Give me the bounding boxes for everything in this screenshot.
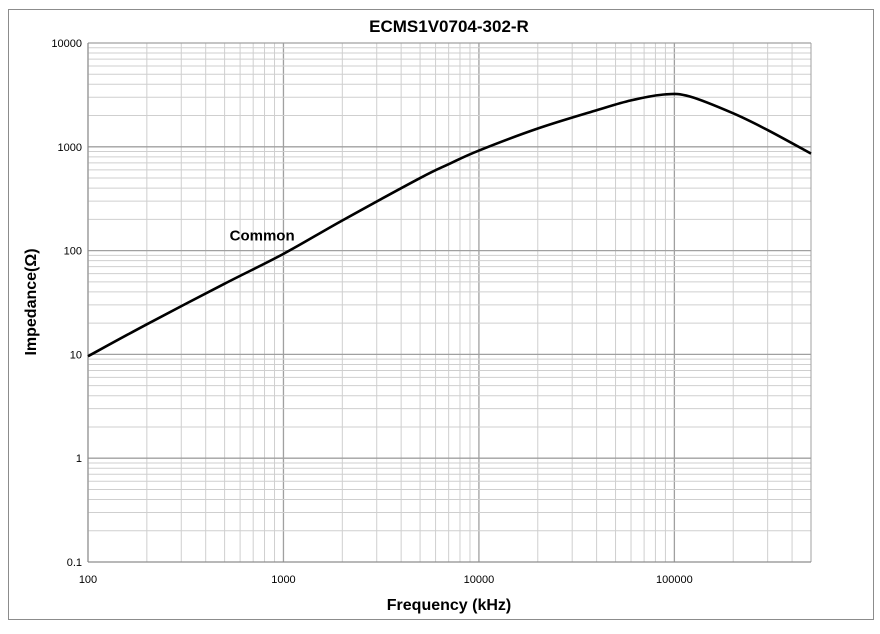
grid xyxy=(87,42,812,563)
y-tick-label: 0.1 xyxy=(67,557,82,569)
x-tick-label: 100000 xyxy=(656,574,693,586)
y-tick-label: 10 xyxy=(70,349,82,361)
x-tick-label: 10000 xyxy=(464,574,495,586)
y-tick-label: 100 xyxy=(64,246,82,258)
x-tick-label: 1000 xyxy=(271,574,295,586)
y-tick-label: 1 xyxy=(76,453,82,465)
y-axis-label: Impedance(Ω) xyxy=(23,248,40,355)
series-lines xyxy=(87,92,812,358)
series-line-common xyxy=(87,92,812,358)
y-tick-label: 10000 xyxy=(51,38,82,50)
chart-title: ECMS1V0704-302-R xyxy=(369,17,529,36)
tick-labels: 100 1000 10000 100000 0.1 1 10 100 1000 10000 xyxy=(51,38,692,586)
x-axis-label: Frequency (kHz) xyxy=(387,597,511,614)
series-annotation: Common xyxy=(230,227,295,244)
x-tick-label: 100 xyxy=(79,574,97,586)
y-tick-label: 1000 xyxy=(58,142,82,154)
chart-frame xyxy=(8,9,874,620)
